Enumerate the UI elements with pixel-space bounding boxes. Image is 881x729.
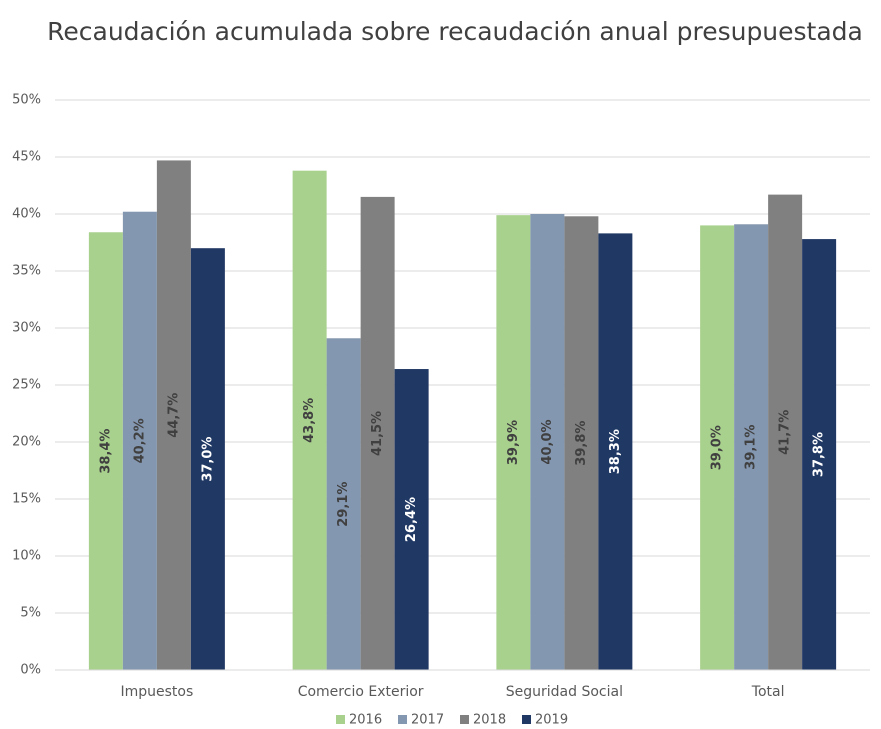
x-tick-label: Seguridad Social xyxy=(506,684,623,700)
legend-swatch xyxy=(336,715,345,724)
bar xyxy=(530,214,565,670)
data-label: 37,8% xyxy=(812,432,827,477)
data-label: 40,0% xyxy=(540,419,555,464)
data-label: 44,7% xyxy=(166,393,181,438)
legend-swatch xyxy=(522,715,531,724)
bar xyxy=(292,170,327,670)
data-label: 39,0% xyxy=(710,425,725,470)
x-tick-label: Total xyxy=(751,684,785,700)
bar xyxy=(326,338,361,670)
bar xyxy=(598,233,633,670)
y-tick-label: 0% xyxy=(20,663,41,678)
y-tick-label: 25% xyxy=(12,378,41,393)
x-tick-label: Impuestos xyxy=(120,684,193,700)
bar xyxy=(190,248,225,670)
chart-title: Recaudación acumulada sobre recaudación … xyxy=(47,17,863,46)
data-label: 41,5% xyxy=(370,411,385,456)
bar xyxy=(156,160,191,671)
data-label: 41,7% xyxy=(778,410,793,455)
legend-label: 2017 xyxy=(411,713,444,728)
data-label: 38,4% xyxy=(98,429,113,474)
y-tick-label: 15% xyxy=(12,492,41,507)
data-label: 26,4% xyxy=(404,497,419,542)
bar xyxy=(564,216,599,670)
y-tick-label: 35% xyxy=(12,264,41,279)
legend-label: 2019 xyxy=(535,713,568,728)
y-tick-label: 50% xyxy=(12,93,41,108)
bar xyxy=(122,211,157,670)
x-tick-label: Comercio Exterior xyxy=(298,684,424,700)
legend-swatch xyxy=(460,715,469,724)
bar xyxy=(394,369,429,670)
bar xyxy=(88,232,123,671)
legend-label: 2016 xyxy=(349,713,382,728)
data-label: 40,2% xyxy=(132,418,147,463)
y-tick-label: 40% xyxy=(12,207,41,222)
bar xyxy=(768,194,803,670)
bar xyxy=(700,225,735,670)
data-label: 39,8% xyxy=(574,421,589,466)
data-label: 38,3% xyxy=(608,429,623,474)
y-tick-label: 45% xyxy=(12,150,41,165)
data-label: 39,1% xyxy=(744,425,759,470)
y-tick-label: 20% xyxy=(12,435,41,450)
legend-swatch xyxy=(398,715,407,724)
legend-label: 2018 xyxy=(473,713,506,728)
y-tick-label: 5% xyxy=(20,606,41,621)
y-tick-label: 10% xyxy=(12,549,41,564)
bar xyxy=(496,215,531,670)
data-label: 43,8% xyxy=(302,398,317,443)
bar xyxy=(360,196,395,670)
bar xyxy=(734,224,769,670)
bar xyxy=(802,239,837,670)
y-tick-label: 30% xyxy=(12,321,41,336)
data-label: 39,9% xyxy=(506,420,521,465)
data-label: 37,0% xyxy=(200,437,215,482)
data-label: 29,1% xyxy=(336,482,351,527)
